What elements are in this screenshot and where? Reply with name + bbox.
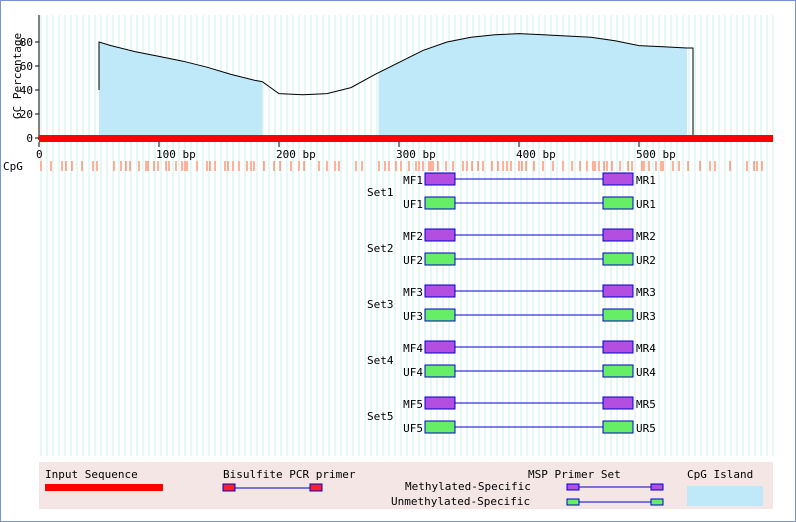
primer-set-3: MF3 MR3 UF3 UR3 Set3	[367, 284, 656, 323]
legend-bisulfite-left-primer	[222, 483, 236, 492]
methylated-reverse-primer	[602, 340, 634, 354]
methylated-reverse-label: MR3	[636, 286, 656, 299]
methylated-forward-primer	[424, 396, 456, 410]
x-tick-label: 500 bp	[636, 148, 676, 161]
primer-set-label: Set2	[367, 242, 394, 255]
methylated-forward-primer	[424, 340, 456, 354]
legend-cpg-island-swatch	[687, 486, 763, 506]
unmethylated-forward-label: UF5	[403, 422, 423, 435]
unmethylated-forward-label: UF1	[403, 198, 423, 211]
x-tick-label: 0	[36, 148, 43, 161]
methylated-forward-label: MF3	[403, 286, 423, 299]
methylated-reverse-label: MR4	[636, 342, 656, 355]
unmethylated-reverse-label: UR2	[636, 254, 656, 267]
primer-sets: MF1 MR1 UF1 UR1 Set1 MF2 MR2 UF2 UR2 Set2 MF3 MR3 UF…	[367, 172, 656, 435]
unmethylated-reverse-primer	[602, 196, 634, 210]
legend: Input Sequence Bisulfite PCR primer MSP …	[39, 462, 773, 509]
unmethylated-forward-primer	[424, 364, 456, 378]
cpg-island-areas	[99, 33, 687, 138]
x-axis-ticks: 0 100 bp 200 bp 300 bp 400 bp 500 bp	[36, 142, 676, 161]
methylated-forward-label: MF1	[403, 174, 423, 187]
legend-methylated-label: Methylated-Specific	[405, 480, 531, 493]
unmethylated-reverse-primer	[602, 420, 634, 434]
unmethylated-reverse-primer	[602, 308, 634, 322]
y-tick-label: 80	[20, 36, 33, 49]
cpg-sites	[40, 161, 763, 171]
primer-set-label: Set3	[367, 298, 394, 311]
methylated-reverse-label: MR5	[636, 398, 656, 411]
methylated-reverse-primer	[602, 396, 634, 410]
unmethylated-forward-primer	[424, 252, 456, 266]
methylated-reverse-primer	[602, 284, 634, 298]
y-tick-label: 20	[20, 108, 33, 121]
methylated-reverse-label: MR2	[636, 230, 656, 243]
cpg-island-area	[99, 42, 263, 138]
legend-unmethylated-left	[566, 498, 580, 506]
input-sequence-bar	[39, 135, 773, 142]
methylated-forward-label: MF5	[403, 398, 423, 411]
x-tick-label: 100 bp	[156, 148, 196, 161]
unmethylated-reverse-label: UR1	[636, 198, 656, 211]
legend-bisulfite-right-primer	[309, 483, 323, 492]
methylated-forward-primer	[424, 228, 456, 242]
unmethylated-reverse-label: UR4	[636, 366, 656, 379]
primer-set-5: MF5 MR5 UF5 UR5 Set5	[367, 396, 656, 435]
x-tick-label: 300 bp	[396, 148, 436, 161]
methylated-forward-label: MF4	[403, 342, 423, 355]
legend-methylated-left	[566, 483, 580, 491]
unmethylated-forward-primer	[424, 308, 456, 322]
methylated-reverse-label: MR1	[636, 174, 656, 187]
legend-cpg-island-label: CpG Island	[687, 468, 753, 481]
y-tick-label: 60	[20, 60, 33, 73]
unmethylated-reverse-primer	[602, 364, 634, 378]
legend-methylated-right	[650, 483, 664, 491]
methylated-reverse-primer	[602, 228, 634, 242]
primer-set-label: Set1	[367, 186, 394, 199]
x-tick-label: 200 bp	[276, 148, 316, 161]
cpg-row-label: CpG	[3, 160, 23, 173]
methylated-reverse-primer	[602, 172, 634, 186]
cpg-island-area	[378, 33, 687, 138]
unmethylated-reverse-label: UR3	[636, 310, 656, 323]
legend-input-sequence-label: Input Sequence	[45, 468, 138, 481]
y-tick-label: 0	[26, 132, 33, 145]
primer-set-label: Set5	[367, 410, 394, 423]
methylated-forward-label: MF2	[403, 230, 423, 243]
legend-unmethylated-right	[650, 498, 664, 506]
gc-percentage-line	[98, 33, 773, 139]
y-axis-label: GC Percentage	[11, 33, 24, 119]
legend-msp-label: MSP Primer Set	[528, 468, 621, 481]
unmethylated-forward-label: UF3	[403, 310, 423, 323]
primer-set-1: MF1 MR1 UF1 UR1 Set1	[367, 172, 656, 211]
legend-unmethylated-label: Unmethylated-Specific	[391, 495, 530, 508]
x-tick-label: 400 bp	[516, 148, 556, 161]
primer-set-2: MF2 MR2 UF2 UR2 Set2	[367, 228, 656, 267]
primer-set-4: MF4 MR4 UF4 UR4 Set4	[367, 340, 656, 379]
primer-set-label: Set4	[367, 354, 394, 367]
legend-bisulfite-label: Bisulfite PCR primer	[223, 468, 356, 481]
unmethylated-reverse-label: UR5	[636, 422, 656, 435]
unmethylated-forward-primer	[424, 196, 456, 210]
unmethylated-reverse-primer	[602, 252, 634, 266]
y-axis-ticks: 80 60 40 20 0	[20, 36, 39, 145]
legend-input-sequence-swatch	[45, 484, 163, 491]
methylated-forward-primer	[424, 284, 456, 298]
unmethylated-forward-label: UF4	[403, 366, 423, 379]
methylated-forward-primer	[424, 172, 456, 186]
y-tick-label: 40	[20, 84, 33, 97]
unmethylated-forward-label: UF2	[403, 254, 423, 267]
unmethylated-forward-primer	[424, 420, 456, 434]
